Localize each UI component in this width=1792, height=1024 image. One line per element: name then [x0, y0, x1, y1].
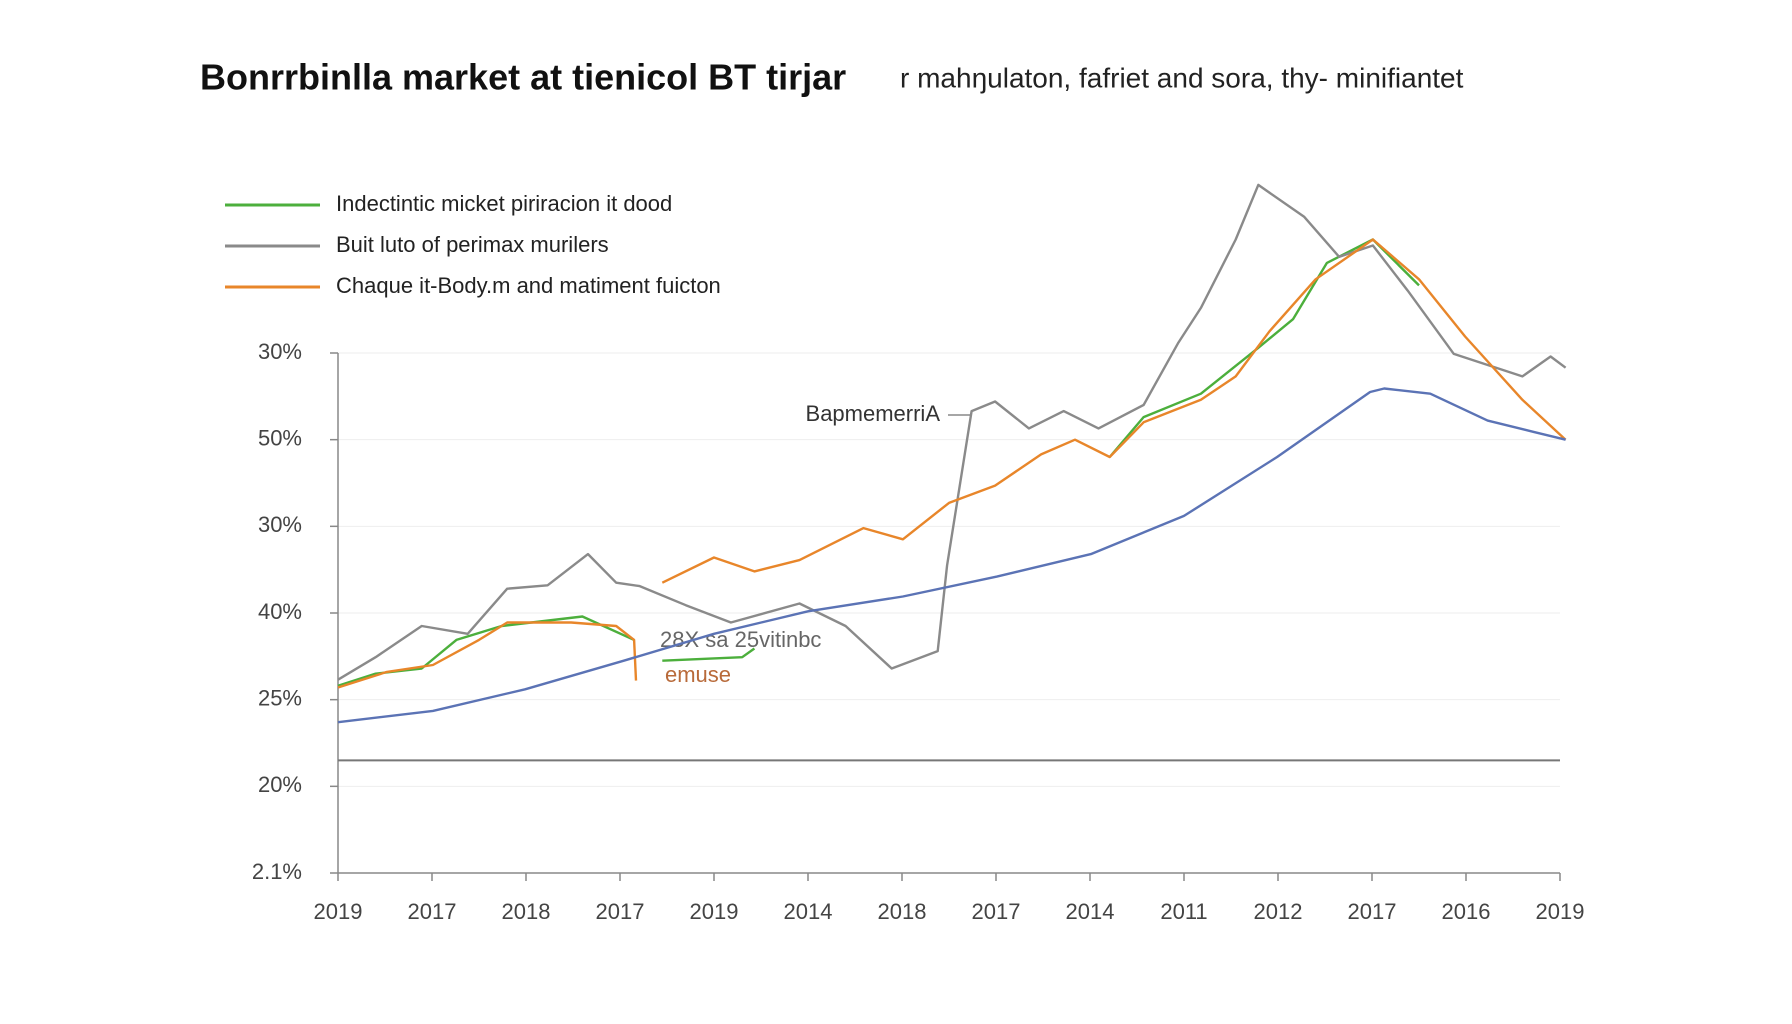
- legend-label: Buit luto of perimax murilers: [336, 232, 609, 257]
- y-tick-label: 20%: [258, 772, 302, 797]
- x-tick-label: 2017: [1348, 899, 1397, 924]
- chart-subtitle: r mahŋulaton, fafriet and sora, thy- min…: [900, 62, 1464, 93]
- x-tick-label: 2011: [1160, 899, 1207, 924]
- y-tick-label: 30%: [258, 339, 302, 364]
- y-tick-label: 50%: [258, 425, 302, 450]
- x-tick-label: 2014: [1066, 899, 1115, 924]
- y-tick-label: 40%: [258, 599, 302, 624]
- series-line: [337, 615, 635, 687]
- annotation: 28X sa 25vitinbc: [660, 627, 821, 652]
- series-line: [337, 621, 638, 689]
- x-tick-label: 2019: [690, 899, 739, 924]
- series-line: [337, 183, 1567, 681]
- series-line: [662, 647, 756, 662]
- x-tick-label: 2017: [596, 899, 645, 924]
- legend-label: Chaque it-Body.m and matiment fuicton: [336, 273, 721, 298]
- x-tick-label: 2018: [502, 899, 551, 924]
- y-tick-label: 25%: [258, 685, 302, 710]
- x-tick-label: 2016: [1442, 899, 1491, 924]
- x-tick-label: 2017: [972, 899, 1021, 924]
- series-line: [1108, 238, 1420, 458]
- chart-title: Bonrrbinlla market at tienicol BT tirjar: [200, 57, 846, 98]
- x-tick-label: 2014: [784, 899, 833, 924]
- y-tick-label: 2.1%: [252, 859, 302, 884]
- x-tick-label: 2018: [878, 899, 927, 924]
- x-tick-label: 2019: [1536, 899, 1585, 924]
- x-tick-label: 2017: [408, 899, 457, 924]
- legend-label: Indectintic micket piriracion it dood: [336, 191, 672, 216]
- x-tick-label: 2012: [1254, 899, 1303, 924]
- annotation: emuse: [665, 662, 731, 687]
- y-tick-label: 30%: [258, 512, 302, 537]
- annotation: BapmemerriA: [806, 401, 941, 426]
- x-tick-label: 2019: [314, 899, 363, 924]
- series-line: [337, 387, 1566, 724]
- series-line: [661, 238, 1567, 584]
